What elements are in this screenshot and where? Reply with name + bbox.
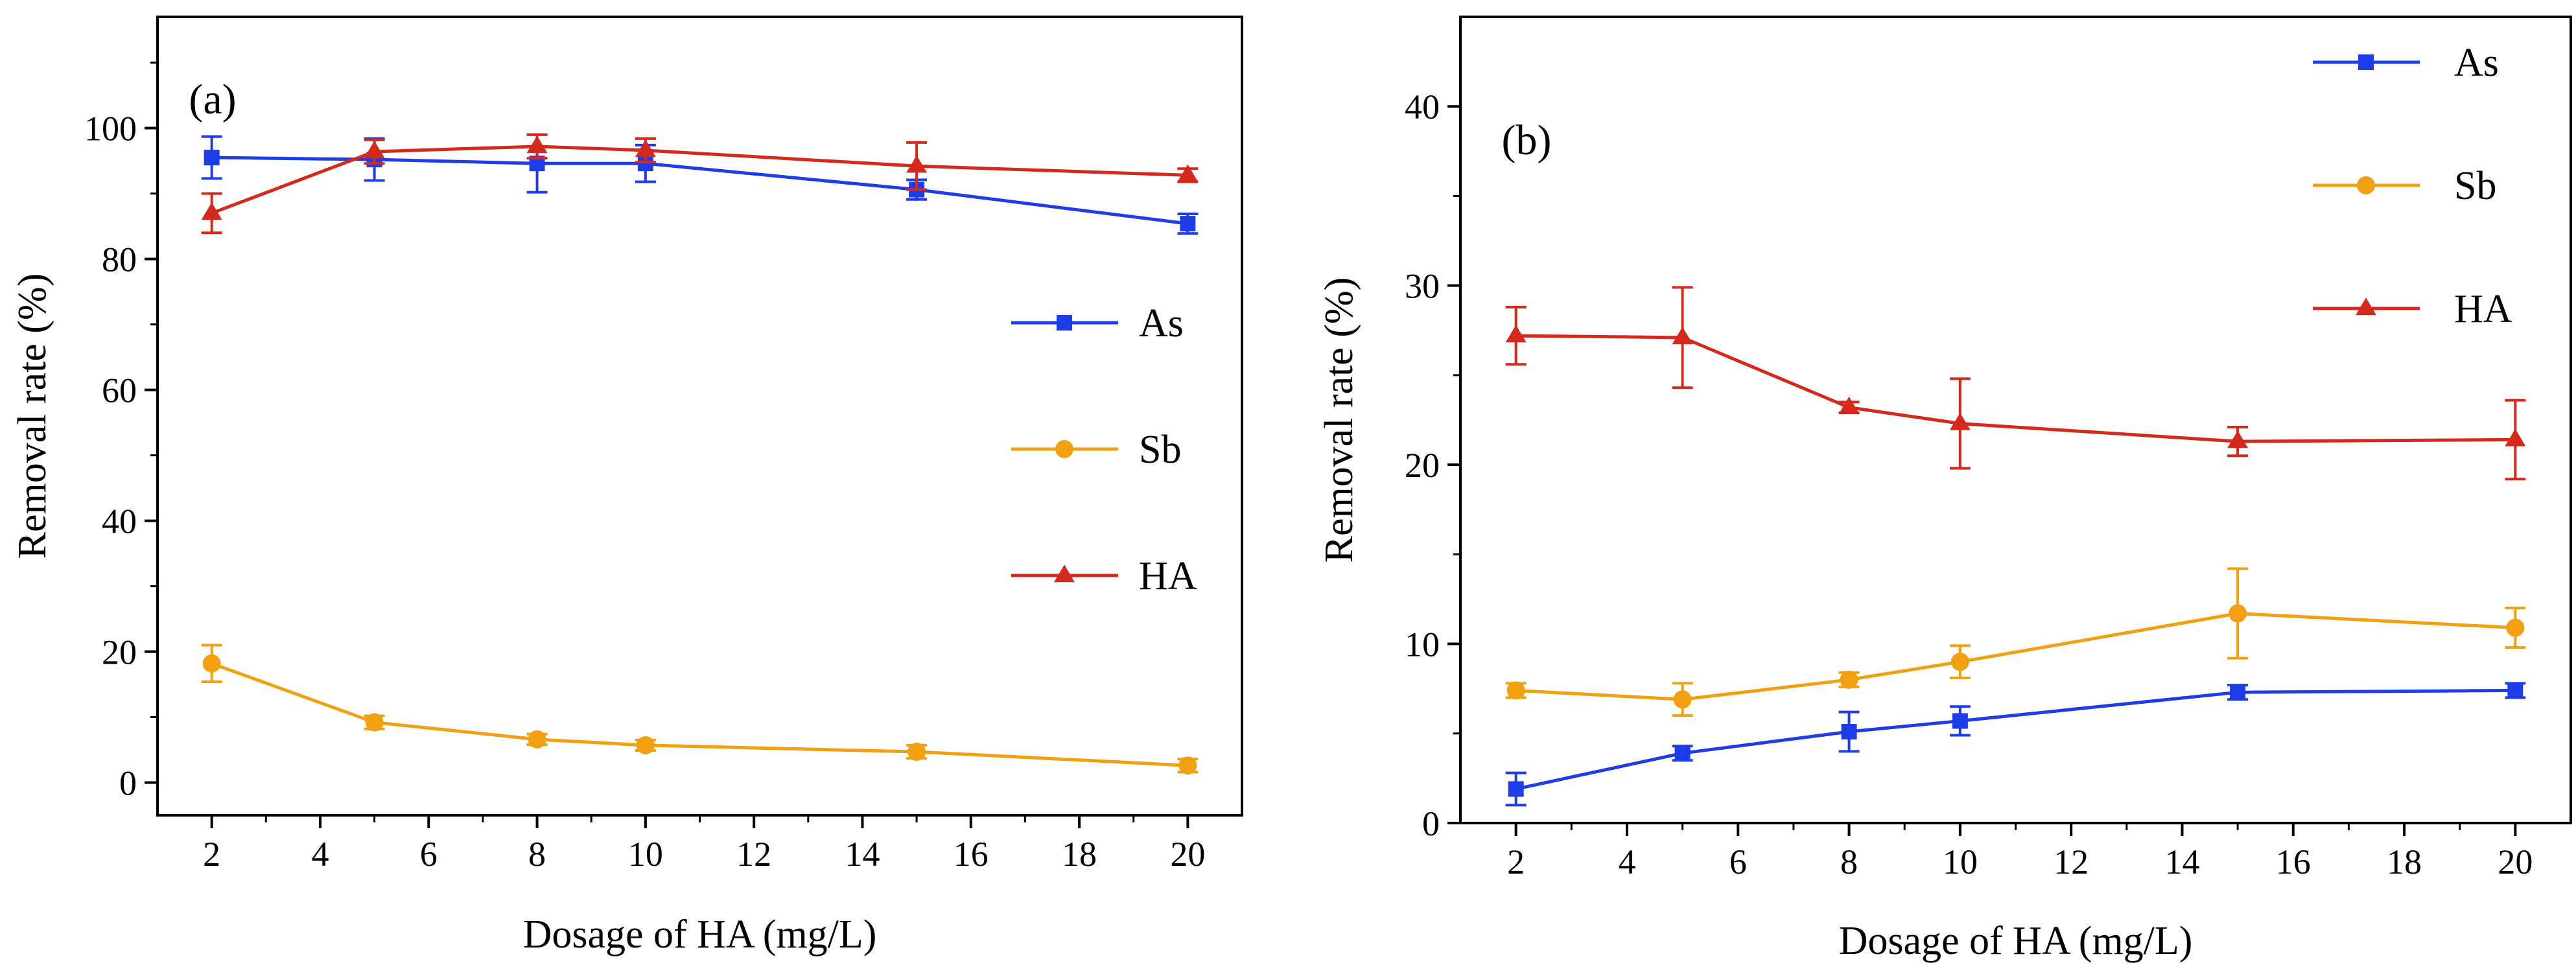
a-sb-point xyxy=(1178,756,1197,775)
b-sb-point xyxy=(1506,681,1525,700)
a-legend-marker-ha xyxy=(1054,564,1075,583)
b-sb-point xyxy=(2229,604,2247,623)
a-y-tick-label: 80 xyxy=(102,240,137,279)
a-x-tick-label: 12 xyxy=(736,835,771,874)
a-legend-marker-as xyxy=(1057,315,1072,331)
panel-b: 2 4 6 8 10 12 14 16 18 20 0 10 20 30 40 Dosage of HA (m… xyxy=(1317,16,2572,963)
b-y-tick-label: 0 xyxy=(1422,804,1440,843)
a-ha-point xyxy=(1177,164,1199,182)
a-x-tick-label: 16 xyxy=(954,835,989,874)
b-legend-label-sb: Sb xyxy=(2454,164,2496,208)
a-y-tick-label: 60 xyxy=(102,371,137,410)
b-y-tick-label: 40 xyxy=(1405,87,1440,126)
b-x-tick-label: 10 xyxy=(1943,842,1978,881)
b-as-point xyxy=(1952,713,1968,729)
b-series-as-line xyxy=(1516,688,2516,791)
b-y-tick-label: 30 xyxy=(1405,267,1440,306)
b-ha-point xyxy=(2505,428,2526,447)
a-sb-point xyxy=(365,713,384,732)
b-as-point xyxy=(2507,682,2523,699)
b-y-axis-title: Removal rate (%) xyxy=(1317,277,1361,563)
b-legend-marker-ha xyxy=(2356,297,2376,316)
a-series-ha-line xyxy=(211,145,1188,215)
a-legend-marker-sb xyxy=(1055,440,1073,458)
b-as-point xyxy=(1841,724,1857,740)
b-as-point xyxy=(2230,684,2246,701)
b-x-tick-label: 18 xyxy=(2387,842,2422,881)
a-legend-label-ha: HA xyxy=(1139,554,1197,598)
b-x-tick-label: 2 xyxy=(1507,842,1525,881)
a-x-tick-label: 18 xyxy=(1062,835,1097,874)
b-x-axis-title: Dosage of HA (mg/L) xyxy=(1839,919,2193,963)
b-legend-label-as: As xyxy=(2454,41,2499,85)
b-x-tick-label: 6 xyxy=(1729,842,1747,881)
a-as-point xyxy=(204,150,220,166)
a-x-tick-label: 2 xyxy=(203,835,220,874)
b-series-sb-line xyxy=(1516,612,2516,701)
b-x-tick-label: 12 xyxy=(2054,842,2089,881)
b-x-tick-label: 4 xyxy=(1618,842,1635,881)
b-series-ha-line xyxy=(1516,334,2516,443)
a-panel-label: (a) xyxy=(189,76,236,123)
b-sb-point xyxy=(1950,653,1969,671)
b-panel-label: (b) xyxy=(1502,117,1552,164)
b-legend-marker-as xyxy=(2358,54,2374,70)
a-sb-point xyxy=(636,736,655,754)
b-as-point xyxy=(1508,781,1524,797)
a-series-as xyxy=(201,133,1199,235)
b-ha-point xyxy=(1505,325,1527,343)
a-legend-label-as: As xyxy=(1139,301,1184,345)
a-y-tick-label: 20 xyxy=(102,633,137,672)
b-x-tick-label: 20 xyxy=(2498,842,2533,881)
b-ha-point xyxy=(1838,396,1860,414)
b-series-ha xyxy=(1505,286,2526,481)
b-x-tick-label: 16 xyxy=(2276,842,2311,881)
a-sb-point xyxy=(907,743,926,761)
b-y-tick-label: 10 xyxy=(1405,625,1440,664)
b-ha-point xyxy=(2227,430,2249,448)
b-x-tick-label: 8 xyxy=(1840,842,1858,881)
a-series-sb-line xyxy=(211,662,1188,767)
a-x-tick-label: 20 xyxy=(1170,835,1205,874)
a-sb-point xyxy=(202,654,221,673)
a-as-point xyxy=(1180,216,1196,232)
a-y-tick-label: 40 xyxy=(102,502,137,541)
a-ha-point xyxy=(364,141,385,159)
a-x-tick-label: 14 xyxy=(845,835,880,874)
b-y-tick-label: 20 xyxy=(1405,446,1440,485)
a-y-tick-label: 0 xyxy=(119,764,137,803)
a-x-tick-label: 10 xyxy=(628,835,663,874)
a-y-tick-label: 100 xyxy=(84,110,137,148)
a-ha-point xyxy=(635,139,656,157)
b-series-as xyxy=(1505,682,2526,807)
a-y-axis-title: Removal rate (%) xyxy=(10,273,54,559)
panel-a: 2 4 6 8 10 12 14 16 18 20 0 20 40 60 80 100 Dosage of HA… xyxy=(10,16,1243,957)
a-ha-point xyxy=(906,155,928,173)
a-x-tick-label: 4 xyxy=(311,835,329,874)
b-legend-label-ha: HA xyxy=(2454,287,2512,331)
b-ha-point xyxy=(1672,327,1693,345)
a-legend-label-sb: Sb xyxy=(1139,428,1181,472)
a-series-sb xyxy=(201,644,1199,775)
b-as-point xyxy=(1674,745,1691,761)
a-x-tick-label: 8 xyxy=(528,835,546,874)
a-sb-point xyxy=(528,730,546,749)
a-series-ha xyxy=(201,133,1199,235)
b-legend-marker-sb xyxy=(2357,176,2375,194)
b-x-tick-label: 14 xyxy=(2164,842,2199,881)
a-x-tick-label: 6 xyxy=(420,835,438,874)
a-ha-point xyxy=(526,135,548,154)
b-sb-point xyxy=(1673,690,1692,709)
b-series-sb xyxy=(1505,567,2526,717)
b-sb-point xyxy=(2506,618,2525,637)
a-ha-point xyxy=(201,202,222,220)
a-x-axis-title: Dosage of HA (mg/L) xyxy=(523,912,877,957)
a-series-as-line xyxy=(211,156,1188,226)
b-ha-point xyxy=(1949,412,1971,430)
b-sb-point xyxy=(1840,670,1858,689)
